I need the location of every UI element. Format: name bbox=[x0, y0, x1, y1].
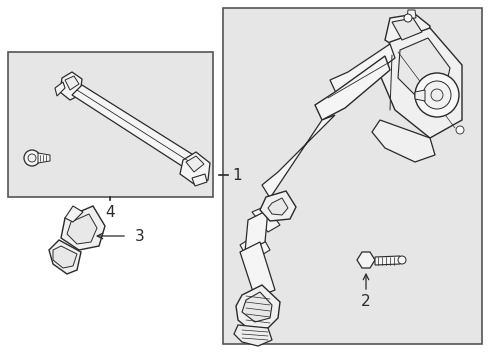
Polygon shape bbox=[240, 242, 275, 298]
Polygon shape bbox=[242, 292, 272, 322]
Bar bbox=[224, 9, 481, 343]
Polygon shape bbox=[245, 210, 268, 252]
Polygon shape bbox=[407, 10, 416, 18]
Polygon shape bbox=[398, 38, 450, 100]
Polygon shape bbox=[65, 76, 79, 90]
Circle shape bbox=[456, 126, 464, 134]
Polygon shape bbox=[186, 156, 204, 172]
Polygon shape bbox=[61, 206, 105, 250]
Circle shape bbox=[28, 154, 36, 162]
Polygon shape bbox=[49, 240, 81, 274]
Text: 3: 3 bbox=[135, 229, 145, 243]
Polygon shape bbox=[72, 85, 195, 168]
Polygon shape bbox=[55, 82, 65, 96]
Polygon shape bbox=[60, 72, 82, 100]
Circle shape bbox=[415, 73, 459, 117]
Circle shape bbox=[398, 256, 406, 264]
Circle shape bbox=[423, 81, 451, 109]
Polygon shape bbox=[192, 174, 207, 186]
Polygon shape bbox=[260, 191, 296, 221]
Text: 2: 2 bbox=[361, 294, 371, 310]
Circle shape bbox=[404, 14, 412, 22]
Polygon shape bbox=[375, 256, 400, 265]
Circle shape bbox=[24, 150, 40, 166]
Polygon shape bbox=[380, 28, 462, 138]
Polygon shape bbox=[372, 120, 435, 162]
Polygon shape bbox=[53, 246, 77, 268]
Polygon shape bbox=[330, 44, 395, 95]
Polygon shape bbox=[315, 56, 390, 120]
Polygon shape bbox=[392, 18, 422, 40]
Polygon shape bbox=[240, 232, 270, 262]
Polygon shape bbox=[415, 90, 425, 101]
Polygon shape bbox=[262, 115, 335, 198]
Polygon shape bbox=[252, 206, 280, 232]
Text: 1: 1 bbox=[232, 167, 242, 183]
Polygon shape bbox=[385, 14, 430, 55]
Bar bbox=[223, 8, 482, 344]
Polygon shape bbox=[234, 325, 272, 346]
Bar bbox=[8, 52, 213, 197]
Polygon shape bbox=[38, 153, 50, 163]
Polygon shape bbox=[180, 152, 210, 184]
Polygon shape bbox=[268, 198, 288, 215]
Polygon shape bbox=[357, 252, 375, 268]
Text: 4: 4 bbox=[105, 205, 115, 220]
Circle shape bbox=[431, 89, 443, 101]
Polygon shape bbox=[65, 206, 83, 222]
Polygon shape bbox=[236, 285, 280, 330]
Polygon shape bbox=[67, 214, 97, 244]
